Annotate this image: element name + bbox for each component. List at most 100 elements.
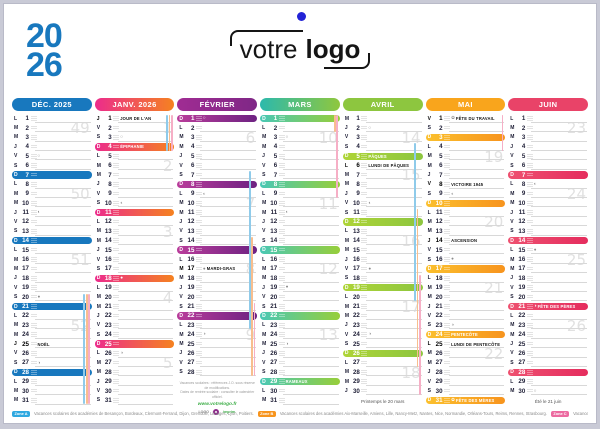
day-number: 5 xyxy=(25,152,29,160)
day-number: 23 xyxy=(187,321,195,329)
saint-name-microtext xyxy=(361,172,368,178)
day-letter: V xyxy=(344,265,349,272)
day-number: 28 xyxy=(270,368,278,376)
sunday-bar: D 21 xyxy=(12,302,92,311)
day-letter: V xyxy=(14,218,18,225)
day-row: M 3 ○ xyxy=(260,133,340,143)
saint-name-microtext xyxy=(30,294,37,300)
month-header-janv-2026: JANV. 2026 xyxy=(94,98,175,111)
day-row: S 14 xyxy=(177,236,257,246)
day-number: 19 xyxy=(187,284,195,292)
day-row: L 20 xyxy=(343,292,423,302)
day-number: 19 xyxy=(518,284,526,292)
day-row: D 12 xyxy=(342,217,423,226)
saint-name-microtext xyxy=(30,153,37,159)
saint-name-microtext xyxy=(526,172,533,178)
day-row: S 28 xyxy=(177,368,257,377)
day-row: L 15 xyxy=(12,245,92,255)
month-days-juin: 23 24 25 26 L 1 M 2 M 3 J 4 V 5 S 6 D 7 L 8 ◐ M 9 M 10 J 11 V 12 S 13 D… xyxy=(508,114,588,412)
day-number: 30 xyxy=(518,387,526,395)
day-number: 12 xyxy=(518,218,526,226)
moon-phase-icon: ◐ xyxy=(533,181,537,187)
day-letter: V xyxy=(96,388,101,395)
saint-name-microtext xyxy=(361,144,368,150)
holiday-label: LUNDI DE PÂQUES xyxy=(368,163,410,169)
day-letter: V xyxy=(427,247,431,254)
day-row: M 29 xyxy=(343,377,423,387)
week-number: 3 xyxy=(162,222,173,241)
day-number: 21 xyxy=(22,303,29,310)
day-letter: J xyxy=(427,369,431,376)
day-letter: M xyxy=(427,218,432,225)
moon-phase-icon: ◐ xyxy=(368,199,372,205)
moon-phase-icon: ◐ xyxy=(37,209,41,215)
day-number: 29 xyxy=(435,378,443,386)
day-row: M 25 xyxy=(177,339,257,349)
day-letter: L xyxy=(427,143,431,150)
day-number: 19 xyxy=(352,284,360,292)
moon-phase-icon: ○ xyxy=(285,134,289,140)
day-letter: L xyxy=(262,190,266,197)
day-row: J 19 xyxy=(177,283,257,293)
day-number: 13 xyxy=(104,227,112,235)
day-row: J 18 xyxy=(12,274,92,283)
day-letter: L xyxy=(427,275,431,282)
saint-name-microtext xyxy=(526,210,533,215)
saint-name-microtext xyxy=(444,257,451,262)
day-letter: J xyxy=(179,350,183,357)
day-number: 10 xyxy=(435,199,443,207)
day-letter: D xyxy=(427,265,432,272)
day-letter: J xyxy=(96,312,100,319)
day-letter: M xyxy=(510,190,515,197)
day-number: 23 xyxy=(104,321,112,329)
day-row: M 24 xyxy=(12,330,92,340)
day-row: D 1 ○ xyxy=(177,114,258,123)
moon-phase-icon: ◐ xyxy=(451,190,454,196)
day-number: 15 xyxy=(435,246,443,254)
saint-name-microtext xyxy=(526,379,533,384)
saint-name-microtext xyxy=(444,379,451,384)
saint-name-microtext xyxy=(361,313,368,319)
saint-name-microtext xyxy=(113,144,120,150)
day-number: 23 xyxy=(435,321,443,329)
day-number: 21 xyxy=(435,303,443,310)
day-letter: D xyxy=(510,369,514,376)
day-letter: D xyxy=(96,209,101,216)
day-row: M 10 xyxy=(260,199,340,208)
day-number: 20 xyxy=(187,293,195,301)
day-row: M 24 ◑ xyxy=(177,330,257,340)
day-row: M 16 xyxy=(12,255,92,265)
saint-name-microtext xyxy=(526,351,533,356)
saint-name-microtext xyxy=(526,200,533,206)
day-letter: D xyxy=(14,303,18,310)
day-letter: M xyxy=(510,265,515,272)
day-number: 8 xyxy=(273,180,278,188)
day-row: M 28 xyxy=(95,368,175,377)
saint-name-microtext xyxy=(361,238,368,244)
saint-name-microtext xyxy=(444,182,451,187)
day-number: 20 xyxy=(518,293,526,301)
day-number: 8 xyxy=(190,180,195,188)
day-row: V 27 xyxy=(260,358,340,368)
day-row: M 16 xyxy=(508,255,588,265)
day-row: L 12 xyxy=(95,217,175,227)
saint-name-microtext xyxy=(195,294,202,300)
day-letter: J xyxy=(262,284,265,291)
day-letter: L xyxy=(510,378,514,385)
day-letter: V xyxy=(262,162,266,169)
saint-name-microtext xyxy=(526,285,533,291)
day-number: 11 xyxy=(22,209,29,217)
week-number: 4 xyxy=(162,288,173,307)
day-number: 29 xyxy=(22,378,29,386)
day-row: D 22 xyxy=(177,311,258,320)
saint-name-microtext xyxy=(30,163,37,168)
day-row: M 30 ○ xyxy=(508,386,588,396)
moon-phase-icon: ◑ xyxy=(202,331,206,337)
day-letter: S xyxy=(344,341,349,348)
day-letter: V xyxy=(14,350,18,357)
day-letter: D xyxy=(427,200,432,207)
moon-phase-icon: ● xyxy=(202,265,206,271)
